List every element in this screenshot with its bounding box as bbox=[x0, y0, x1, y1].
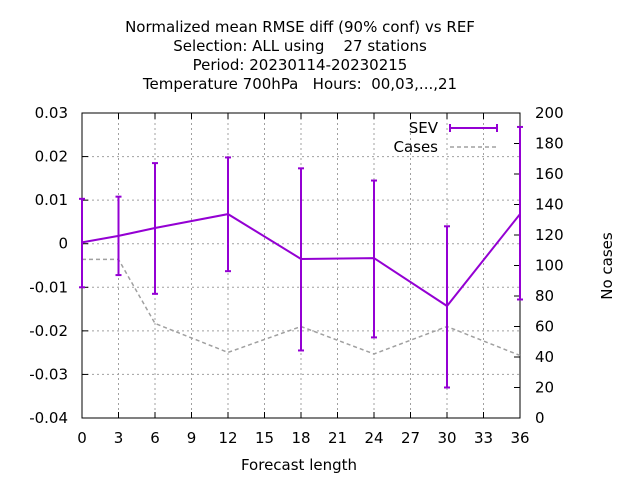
title-line-2: Selection: ALL using 27 stations bbox=[173, 37, 427, 55]
title-line-4: Temperature 700hPa Hours: 00,03,...,21 bbox=[142, 75, 457, 93]
x-tick-label: 36 bbox=[510, 429, 529, 447]
x-tick-label: 21 bbox=[328, 429, 347, 447]
x-tick-label: 6 bbox=[150, 429, 160, 447]
series-sev bbox=[79, 125, 523, 389]
y2-tick-label: 120 bbox=[535, 226, 564, 244]
y2-tick-label: 140 bbox=[535, 196, 564, 214]
y2-tick-label: 160 bbox=[535, 165, 564, 183]
series-cases bbox=[82, 258, 521, 357]
y2-tick-label: 40 bbox=[535, 348, 554, 366]
y2-axis-label: No cases bbox=[598, 232, 616, 300]
sev-point bbox=[117, 234, 120, 237]
y-tick-label: 0.02 bbox=[35, 148, 68, 166]
cases-line bbox=[82, 258, 521, 357]
y2-tick-label: 20 bbox=[535, 379, 554, 397]
sev-point bbox=[227, 213, 229, 216]
y-tick-label: 0.03 bbox=[35, 104, 68, 122]
y-tick-label: -0.03 bbox=[29, 365, 68, 383]
legend-swatch-sev bbox=[449, 124, 498, 132]
sev-point bbox=[373, 257, 375, 260]
x-tick-label: 3 bbox=[114, 429, 124, 447]
x-tick-label: 27 bbox=[401, 429, 420, 447]
y-axis: 0.03 0.02 0.01 0 -0.01 -0.02 -0.03 -0.04 bbox=[29, 104, 88, 427]
x-tick-label: 33 bbox=[474, 429, 493, 447]
y2-tick-label: 80 bbox=[535, 287, 554, 305]
y-tick-label: 0.01 bbox=[35, 191, 68, 209]
title-line-1: Normalized mean RMSE diff (90% conf) vs … bbox=[125, 18, 475, 36]
x-tick-label: 24 bbox=[364, 429, 383, 447]
x-tick-label: 9 bbox=[187, 429, 197, 447]
x-tick-label: 18 bbox=[291, 429, 310, 447]
sev-line bbox=[81, 213, 521, 308]
x-tick-label: 15 bbox=[255, 429, 274, 447]
y-tick-label: -0.04 bbox=[29, 409, 68, 427]
y-tick-label: 0 bbox=[58, 235, 68, 253]
sev-point bbox=[300, 257, 302, 260]
x-tick-label: 12 bbox=[218, 429, 237, 447]
y2-tick-label: 0 bbox=[535, 409, 545, 427]
x-axis-label: Forecast length bbox=[241, 456, 357, 474]
legend: SEV Cases bbox=[393, 119, 498, 156]
y2-tick-label: 100 bbox=[535, 257, 564, 275]
y2-tick-label: 180 bbox=[535, 135, 564, 153]
legend-label-cases: Cases bbox=[393, 138, 438, 156]
x-tick-label: 0 bbox=[77, 429, 87, 447]
title-line-3: Period: 20230114-20230215 bbox=[193, 56, 408, 74]
y-tick-label: -0.01 bbox=[29, 278, 68, 296]
x-tick-label: 30 bbox=[437, 429, 456, 447]
sev-point bbox=[519, 213, 521, 216]
legend-label-sev: SEV bbox=[409, 119, 439, 137]
sev-point bbox=[81, 241, 83, 244]
y2-tick-label: 200 bbox=[535, 104, 564, 122]
sev-point bbox=[446, 305, 448, 308]
x-axis: 0 3 6 9 12 15 18 21 24 27 30 33 36 bbox=[77, 113, 530, 447]
sev-point bbox=[154, 227, 156, 230]
y-tick-label: -0.02 bbox=[29, 322, 68, 340]
chart-title: Normalized mean RMSE diff (90% conf) vs … bbox=[125, 18, 475, 93]
y2-tick-label: 60 bbox=[535, 318, 554, 336]
